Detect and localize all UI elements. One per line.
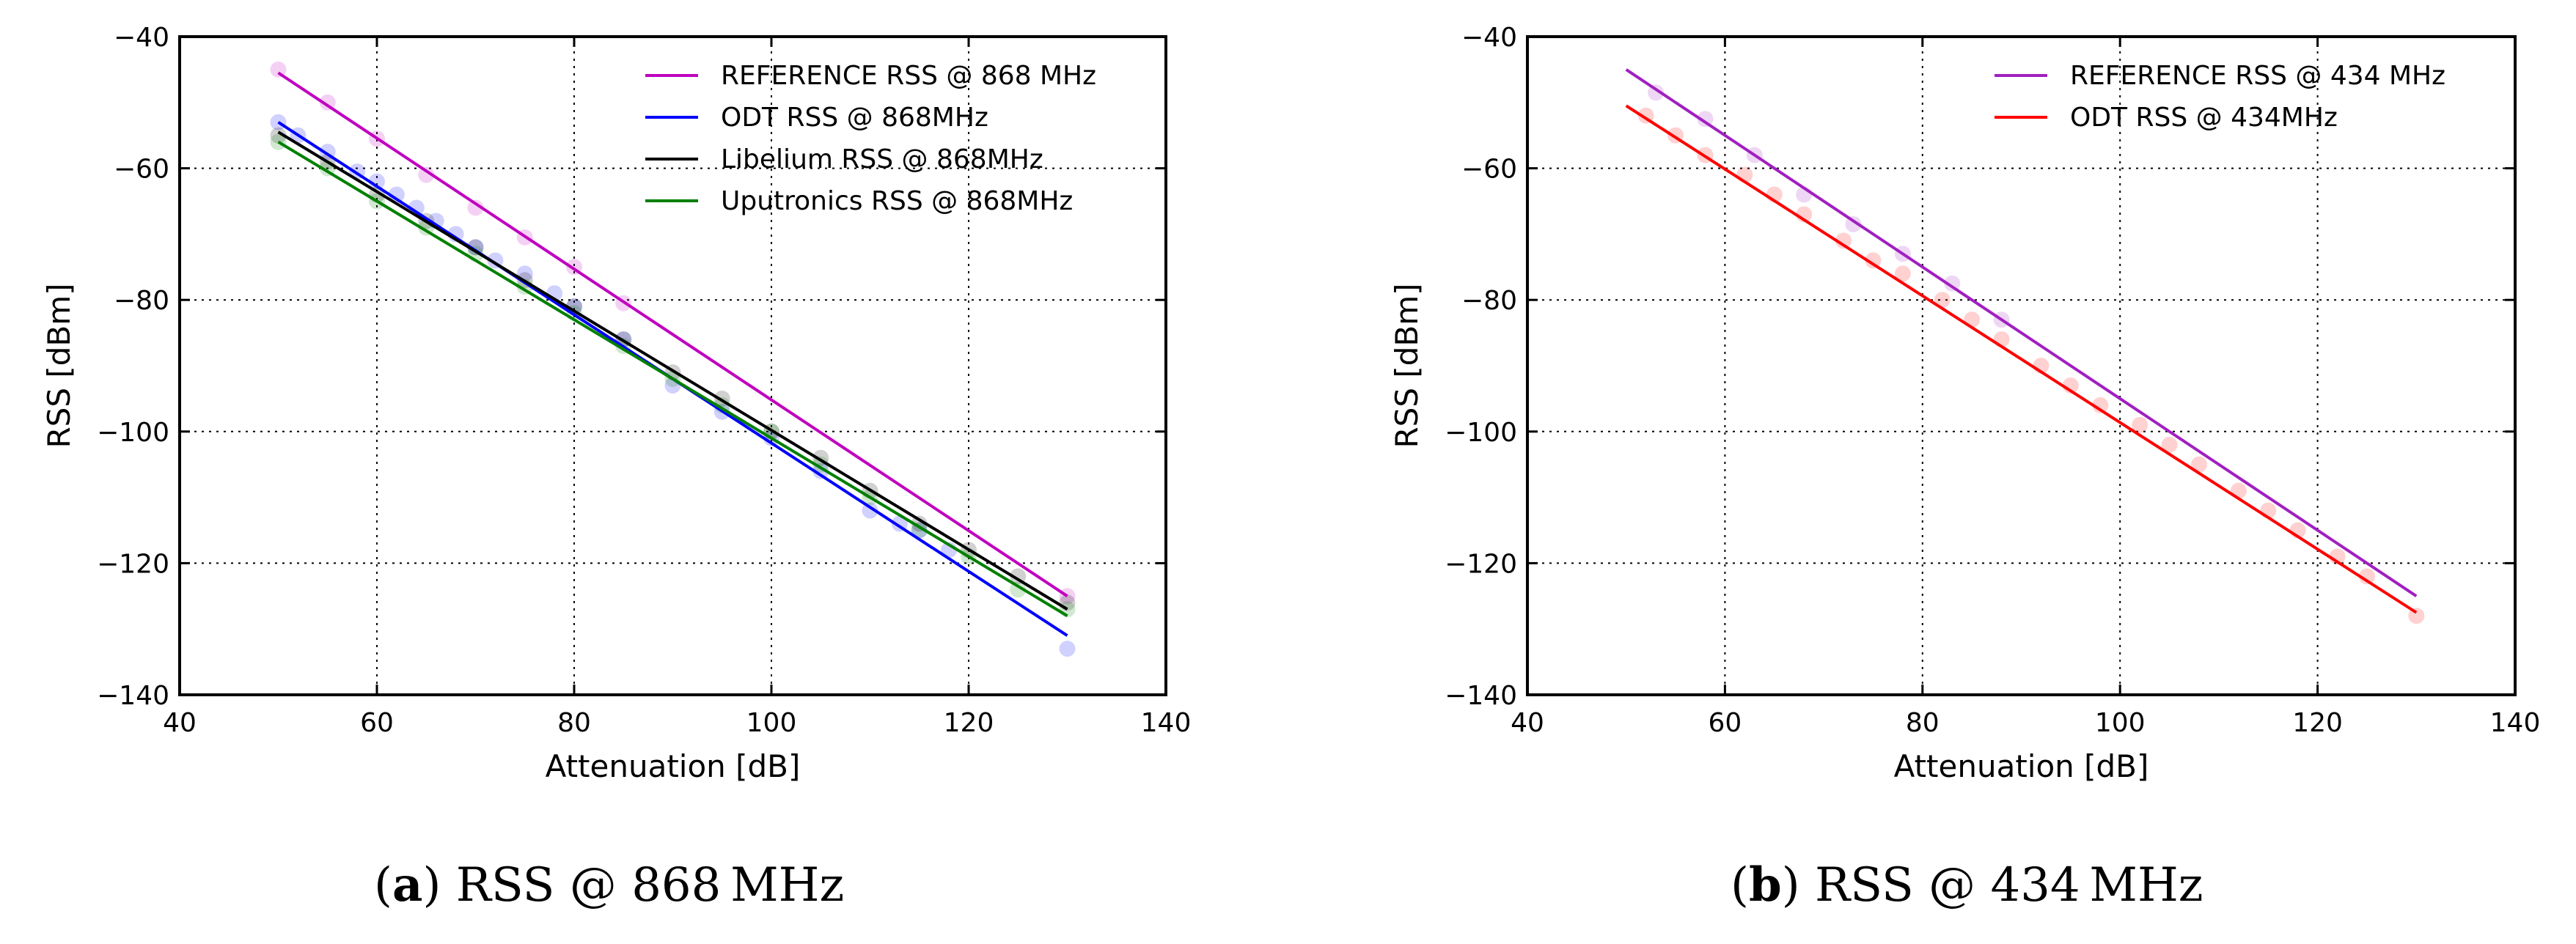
data-point	[1944, 275, 1961, 292]
y-tick-label: −140	[97, 681, 169, 711]
series-line	[1625, 104, 2418, 614]
x-axis-label: Attenuation [dB]	[1894, 748, 2149, 784]
x-tick-label: 40	[1511, 708, 1544, 738]
data-point	[467, 199, 484, 216]
data-point	[1894, 265, 1911, 282]
data-point	[2092, 397, 2109, 413]
x-tick-label: 60	[360, 708, 394, 738]
data-point	[1865, 252, 1882, 269]
x-tick-label: 120	[2292, 708, 2343, 738]
caption-text: RSS @ 434 MHz	[1815, 858, 2203, 912]
data-point	[862, 502, 878, 519]
x-tick-label: 80	[557, 708, 591, 738]
y-tick-label: −80	[1461, 286, 1517, 316]
series-line	[277, 140, 1068, 617]
x-tick-label: 120	[944, 708, 994, 738]
data-point	[270, 127, 287, 144]
caption-letter: a	[392, 858, 423, 912]
data-point	[467, 239, 484, 256]
y-tick-label: −60	[1461, 155, 1517, 185]
y-tick-label: −40	[1461, 23, 1517, 53]
y-tick-label: −120	[97, 549, 169, 579]
caption-a: (a) RSS @ 868 MHz	[374, 858, 845, 912]
y-tick-label: −140	[1445, 681, 1517, 711]
x-axis-label: Attenuation [dB]	[546, 748, 801, 784]
data-point	[1648, 84, 1665, 101]
legend-label: ODT RSS @ 868MHz	[721, 103, 988, 133]
data-point	[388, 186, 405, 203]
series-line	[1625, 68, 2418, 597]
x-tick-label: 80	[1906, 708, 1940, 738]
series-line	[277, 130, 1068, 611]
data-point	[2408, 608, 2425, 624]
caption-text: RSS @ 868 MHz	[455, 858, 845, 912]
series-line	[277, 71, 1068, 597]
x-tick-label: 100	[2095, 708, 2146, 738]
chart-panel-a: 40 60 80 100 120 140 −40 −60 −80 −100 −120 −140 Atte…	[41, 23, 1191, 784]
data-point	[2132, 416, 2148, 433]
plot-frame	[178, 35, 1167, 696]
data-point	[2190, 456, 2207, 473]
y-tick-label: −60	[114, 155, 169, 185]
y-axis-label: RSS [dBm]	[1389, 283, 1425, 448]
data-point	[1835, 232, 1852, 249]
data-point	[270, 61, 287, 78]
x-tick-label: 140	[1141, 708, 1192, 738]
y-tick-label: −80	[114, 286, 169, 316]
data-point	[2161, 436, 2178, 453]
legend-label: Libelium RSS @ 868MHz	[721, 144, 1043, 174]
x-tick-label: 40	[163, 708, 197, 738]
x-tick-label: 100	[746, 708, 797, 738]
data-point	[1697, 111, 1714, 128]
plot-frame	[1526, 35, 2517, 696]
chart-panel-b: 40 60 80 100 120 140 −40 −60 −80 −100 −120 −140 Atte…	[1389, 23, 2540, 784]
y-tick-label: −120	[1445, 549, 1517, 579]
y-tick-label: −40	[114, 23, 169, 53]
data-point	[1059, 641, 1076, 657]
data-point	[1845, 215, 1862, 232]
data-point	[418, 166, 435, 183]
legend-label: REFERENCE RSS @ 434 MHz	[2070, 61, 2445, 91]
legend-label: ODT RSS @ 434MHz	[2070, 103, 2338, 133]
legend-label: Uputronics RSS @ 868MHz	[721, 186, 1073, 216]
caption-letter: b	[1748, 858, 1782, 912]
data-point	[2358, 568, 2375, 585]
data-point	[1934, 292, 1951, 309]
data-point	[467, 239, 484, 256]
y-tick-label: −100	[97, 418, 169, 448]
y-axis-label: RSS [dBm]	[41, 283, 77, 448]
caption-b: (b) RSS @ 434 MHz	[1731, 858, 2203, 912]
y-tick-label: −100	[1445, 418, 1517, 448]
x-tick-label: 140	[2490, 708, 2541, 738]
legend-label: REFERENCE RSS @ 868 MHz	[721, 61, 1096, 91]
x-tick-label: 60	[1708, 708, 1742, 738]
